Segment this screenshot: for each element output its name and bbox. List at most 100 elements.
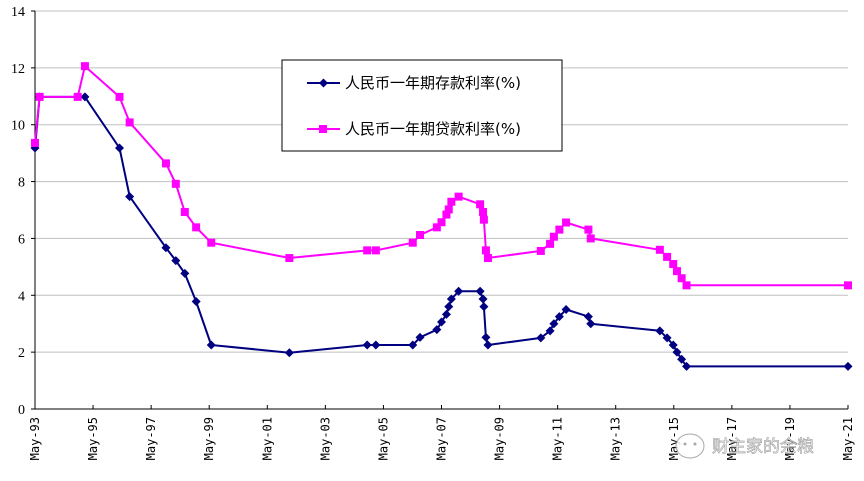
square-marker-icon bbox=[363, 246, 372, 255]
x-tick-label: May-93 bbox=[28, 417, 42, 460]
diamond-marker-icon bbox=[284, 348, 294, 358]
diamond-marker-icon bbox=[206, 340, 216, 350]
x-tick-label: May-97 bbox=[144, 417, 158, 460]
x-tick-label: May-07 bbox=[435, 417, 449, 460]
square-marker-icon bbox=[408, 238, 417, 247]
diamond-marker-icon bbox=[549, 319, 559, 329]
square-marker-icon bbox=[447, 197, 456, 206]
square-marker-icon bbox=[192, 223, 201, 232]
y-axis: 0 2 4 6 8 10 12 14 bbox=[11, 5, 36, 418]
watermark: 财主家的余粮 bbox=[675, 433, 814, 459]
square-marker-icon bbox=[31, 138, 39, 147]
wechat-icon bbox=[675, 433, 705, 459]
square-marker-icon bbox=[161, 159, 170, 168]
square-marker-icon bbox=[479, 215, 488, 224]
diamond-marker-icon bbox=[437, 317, 446, 327]
square-marker-icon bbox=[677, 274, 686, 283]
y-tick-label: 10 bbox=[11, 119, 25, 134]
diamond-marker-icon bbox=[682, 361, 692, 371]
diamond-marker-icon bbox=[536, 333, 546, 343]
square-marker-icon bbox=[479, 207, 488, 216]
square-marker-icon bbox=[481, 246, 490, 255]
legend-item-loan: 人民币一年期贷款利率(%) bbox=[307, 120, 521, 138]
diamond-marker-icon bbox=[677, 354, 687, 364]
y-tick-label: 12 bbox=[11, 62, 25, 77]
x-tick-label: May-13 bbox=[609, 417, 623, 460]
diamond-marker-icon bbox=[655, 326, 665, 336]
diamond-marker-icon bbox=[446, 294, 456, 304]
diamond-marker-icon bbox=[408, 340, 418, 350]
diamond-marker-icon bbox=[483, 340, 493, 350]
square-marker-icon bbox=[35, 92, 44, 101]
diamond-marker-icon bbox=[454, 286, 464, 296]
legend-label-deposit: 人民币一年期存款利率(%) bbox=[345, 74, 521, 92]
diamond-marker-icon bbox=[662, 333, 672, 343]
x-tick-label: May-99 bbox=[202, 417, 216, 460]
square-marker-icon bbox=[672, 267, 681, 276]
x-tick-label: May-11 bbox=[551, 417, 565, 460]
diamond-marker-icon bbox=[554, 312, 564, 322]
square-marker-icon bbox=[444, 205, 453, 214]
diamond-marker-icon bbox=[362, 340, 372, 350]
x-axis: May-93 May-95 May-97 May-99 May-01 May-03 May-… bbox=[28, 405, 855, 460]
square-marker-icon bbox=[115, 92, 124, 101]
square-marker-icon bbox=[669, 260, 678, 269]
square-marker-icon bbox=[655, 245, 664, 254]
y-tick-label: 0 bbox=[18, 403, 25, 418]
square-marker-icon bbox=[73, 92, 82, 101]
square-marker-icon bbox=[319, 125, 327, 133]
x-tick-label: May-19 bbox=[783, 417, 797, 460]
x-tick-label: May-01 bbox=[260, 417, 274, 460]
diamond-marker-icon bbox=[561, 305, 571, 314]
y-tick-label: 8 bbox=[18, 176, 25, 191]
data-series bbox=[30, 62, 853, 371]
diamond-marker-icon bbox=[415, 332, 425, 342]
y-tick-label: 2 bbox=[18, 346, 25, 361]
square-marker-icon bbox=[80, 62, 89, 71]
x-tick-label: May-95 bbox=[86, 417, 100, 460]
x-tick-label: May-05 bbox=[376, 417, 390, 460]
diamond-marker-icon bbox=[479, 302, 489, 312]
diamond-marker-icon bbox=[672, 347, 682, 357]
diamond-marker-icon bbox=[319, 78, 328, 88]
diamond-marker-icon bbox=[668, 340, 678, 350]
x-tick-label: May-09 bbox=[493, 417, 507, 460]
diamond-marker-icon bbox=[180, 268, 190, 278]
square-marker-icon bbox=[416, 231, 425, 240]
diamond-marker-icon bbox=[586, 319, 596, 329]
square-marker-icon bbox=[663, 252, 672, 261]
square-marker-icon bbox=[844, 281, 852, 290]
diamond-marker-icon bbox=[843, 361, 853, 371]
square-marker-icon bbox=[432, 223, 441, 232]
diamond-marker-icon bbox=[161, 243, 171, 253]
square-marker-icon bbox=[285, 254, 294, 263]
square-marker-icon bbox=[562, 218, 571, 227]
x-tick-label: May-17 bbox=[725, 417, 739, 460]
watermark-text: 财主家的余粮 bbox=[712, 437, 814, 457]
diamond-marker-icon bbox=[475, 286, 485, 296]
diamond-marker-icon bbox=[114, 143, 124, 153]
square-marker-icon bbox=[437, 218, 446, 227]
legend-box bbox=[281, 59, 563, 152]
diamond-marker-icon bbox=[371, 340, 381, 350]
diamond-marker-icon bbox=[125, 192, 135, 202]
legend-item-deposit: 人民币一年期存款利率(%) bbox=[307, 74, 521, 92]
square-marker-icon bbox=[442, 210, 451, 219]
diamond-marker-icon bbox=[432, 325, 442, 335]
diamond-marker-icon bbox=[545, 326, 555, 336]
diamond-marker-icon bbox=[191, 297, 201, 307]
diamond-marker-icon bbox=[478, 294, 488, 304]
square-marker-icon bbox=[476, 200, 485, 209]
square-marker-icon bbox=[682, 281, 691, 290]
square-marker-icon bbox=[586, 234, 595, 243]
square-marker-icon bbox=[584, 225, 593, 234]
y-tick-label: 6 bbox=[18, 232, 25, 247]
legend: 人民币一年期存款利率(%) 人民币一年期贷款利率(%) bbox=[281, 59, 563, 152]
diamond-marker-icon bbox=[441, 309, 451, 319]
x-tick-label: May-21 bbox=[841, 417, 855, 460]
diamond-marker-icon bbox=[80, 92, 90, 102]
square-marker-icon bbox=[555, 225, 564, 234]
diamond-marker-icon bbox=[444, 302, 454, 312]
square-marker-icon bbox=[454, 192, 463, 201]
square-marker-icon bbox=[180, 207, 189, 216]
